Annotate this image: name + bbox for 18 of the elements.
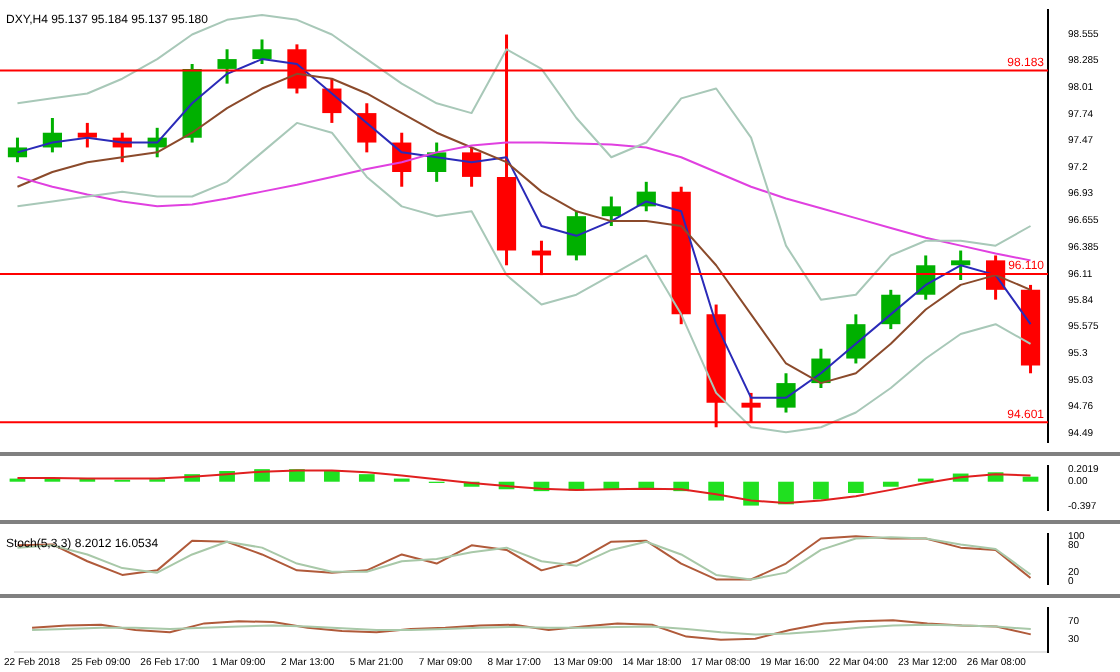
candlestick bbox=[846, 312, 866, 365]
bar bbox=[882, 481, 899, 487]
bar bbox=[1022, 476, 1039, 482]
candlestick bbox=[461, 145, 482, 189]
bar bbox=[743, 481, 759, 506]
bar bbox=[778, 481, 794, 505]
bar bbox=[848, 481, 864, 494]
candlestick bbox=[252, 37, 272, 66]
candlestick bbox=[776, 371, 796, 415]
candlestick bbox=[217, 47, 237, 86]
candlestick bbox=[566, 209, 587, 262]
bar bbox=[638, 481, 655, 488]
candlestick bbox=[357, 101, 377, 154]
bar bbox=[813, 481, 829, 500]
bar bbox=[358, 474, 375, 482]
candlestick bbox=[601, 195, 621, 228]
candlestick bbox=[951, 249, 971, 282]
bar bbox=[324, 471, 340, 482]
